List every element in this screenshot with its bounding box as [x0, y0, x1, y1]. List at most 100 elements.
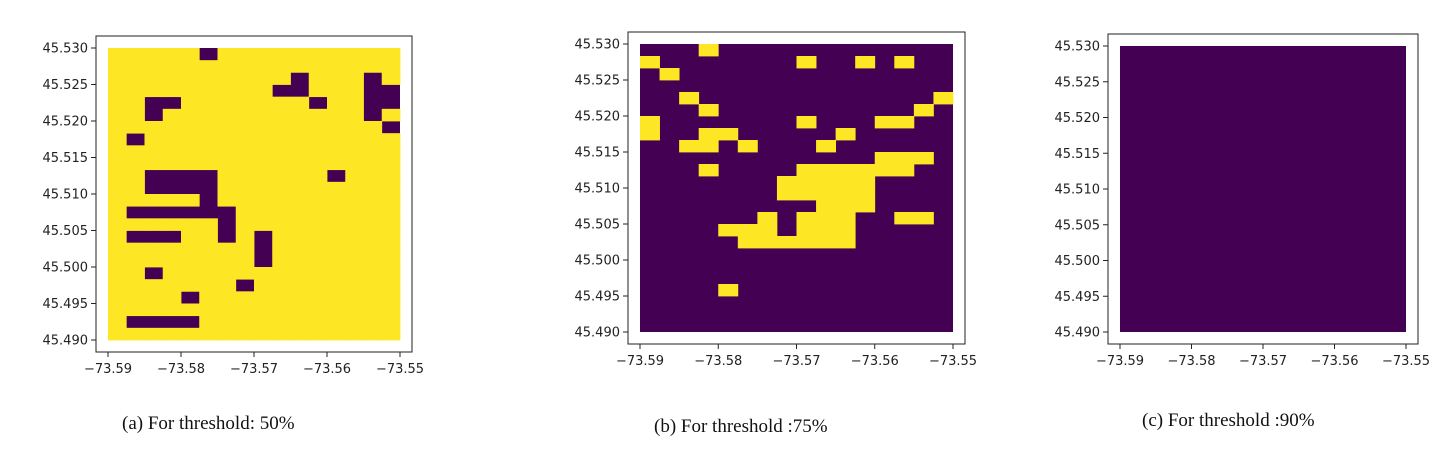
heatmap-cell	[235, 206, 255, 219]
y-tick-label: 45.510	[575, 182, 621, 197]
heatmap-cell	[235, 303, 255, 317]
heatmap-cell	[381, 230, 401, 244]
heatmap-background	[1120, 46, 1406, 332]
heatmap-cell	[363, 48, 383, 61]
heatmap-cell	[345, 315, 364, 329]
heatmap-cell	[254, 327, 273, 341]
heatmap-cell	[108, 230, 127, 244]
heatmap-cell	[855, 200, 876, 213]
heatmap-cell	[144, 48, 164, 61]
heatmap-cell	[181, 96, 200, 110]
heatmap-cell	[199, 315, 218, 329]
x-tick-label: −73.56	[1310, 354, 1358, 369]
heatmap-cell	[181, 218, 200, 231]
heatmap-cell	[290, 230, 310, 244]
heatmap-cell	[254, 48, 273, 61]
heatmap-cell	[199, 291, 218, 304]
heatmap-cell	[108, 194, 127, 207]
heatmap-cell	[345, 108, 364, 122]
heatmap-cell	[737, 224, 758, 237]
heatmap-cell	[272, 327, 291, 341]
heatmap-cell	[144, 145, 164, 158]
heatmap-cell	[327, 157, 346, 171]
heatmap-cell	[698, 164, 719, 177]
y-tick-label: 45.495	[575, 290, 621, 305]
heatmap-cell	[272, 279, 291, 292]
heatmap-cell	[308, 206, 328, 219]
heatmap-cell	[327, 84, 346, 98]
heatmap-cell	[235, 121, 255, 134]
y-tick-label: 45.495	[43, 297, 89, 312]
y-tick-label: 45.490	[575, 326, 621, 341]
heatmap-cell	[254, 279, 273, 292]
caption-a: (a) For threshold: 50%	[122, 413, 295, 434]
heatmap-cell	[108, 242, 127, 256]
heatmap-cell	[345, 254, 364, 268]
heatmap-cell	[108, 121, 127, 134]
heatmap-cell	[776, 236, 797, 249]
heatmap-cell	[363, 279, 383, 292]
heatmap-cell	[126, 254, 145, 268]
heatmap-cell	[363, 157, 383, 171]
heatmap-cell	[199, 267, 218, 280]
y-tick-label: 45.500	[1055, 254, 1101, 269]
heatmap-cell	[272, 194, 291, 207]
heatmap-cell	[345, 327, 364, 341]
heatmap-cell	[199, 242, 218, 256]
heatmap-cell	[108, 291, 127, 304]
x-tick-label: −73.55	[1382, 354, 1430, 369]
heatmap-cell	[327, 291, 346, 304]
y-tick-label: 45.525	[575, 74, 621, 89]
heatmap-cell	[345, 84, 364, 98]
heatmap-cell	[162, 194, 182, 207]
heatmap-cell	[345, 230, 364, 244]
heatmap-cell	[254, 181, 273, 195]
heatmap-cell	[894, 116, 915, 129]
heatmap-cell	[327, 194, 346, 207]
heatmap-cell	[199, 145, 218, 158]
y-tick-label: 45.510	[43, 188, 89, 203]
heatmap-cell	[272, 96, 291, 110]
heatmap-cell	[162, 157, 182, 171]
heatmap-cell	[108, 254, 127, 268]
heatmap-cell	[199, 60, 218, 73]
heatmap-cell	[235, 242, 255, 256]
heatmap-cell	[933, 92, 954, 105]
heatmap-cell	[381, 145, 401, 158]
heatmap-cell	[290, 315, 310, 329]
x-tick-label: −73.58	[1167, 354, 1215, 369]
heatmap-cell	[308, 157, 328, 171]
heatmap-cell	[254, 303, 273, 317]
heatmap-cell	[308, 60, 328, 73]
heatmap-cell	[162, 279, 182, 292]
heatmap-cell	[290, 291, 310, 304]
heatmap-cell	[327, 267, 346, 280]
heatmap-cell	[816, 176, 837, 189]
y-tick-label: 45.525	[1055, 75, 1101, 90]
heatmap-cell	[108, 218, 127, 231]
heatmap-cell	[108, 315, 127, 329]
heatmap-cell	[199, 327, 218, 341]
heatmap-cell	[254, 145, 273, 158]
heatmap-cell	[327, 60, 346, 73]
x-tick-label: −73.57	[1239, 354, 1287, 369]
heatmap-cell	[217, 145, 237, 158]
heatmap-cell	[640, 128, 660, 141]
heatmap-cell	[235, 169, 255, 183]
heatmap-cell	[108, 133, 127, 146]
heatmap-cell	[381, 303, 401, 317]
x-tick-label: −73.58	[694, 354, 742, 369]
heatmap-cell	[796, 188, 817, 201]
heatmap-cell	[308, 133, 328, 146]
heatmap-cell	[290, 121, 310, 134]
heatmap-cell	[327, 242, 346, 256]
heatmap-cell	[162, 133, 182, 146]
x-tick-label: −73.59	[616, 354, 664, 369]
heatmap-cell	[126, 291, 145, 304]
heatmap-cell	[272, 291, 291, 304]
heatmap-cell	[272, 267, 291, 280]
y-tick-label: 45.490	[43, 334, 89, 349]
heatmap-cell	[126, 218, 145, 231]
heatmap-cell	[363, 206, 383, 219]
heatmap-cell	[217, 254, 237, 268]
